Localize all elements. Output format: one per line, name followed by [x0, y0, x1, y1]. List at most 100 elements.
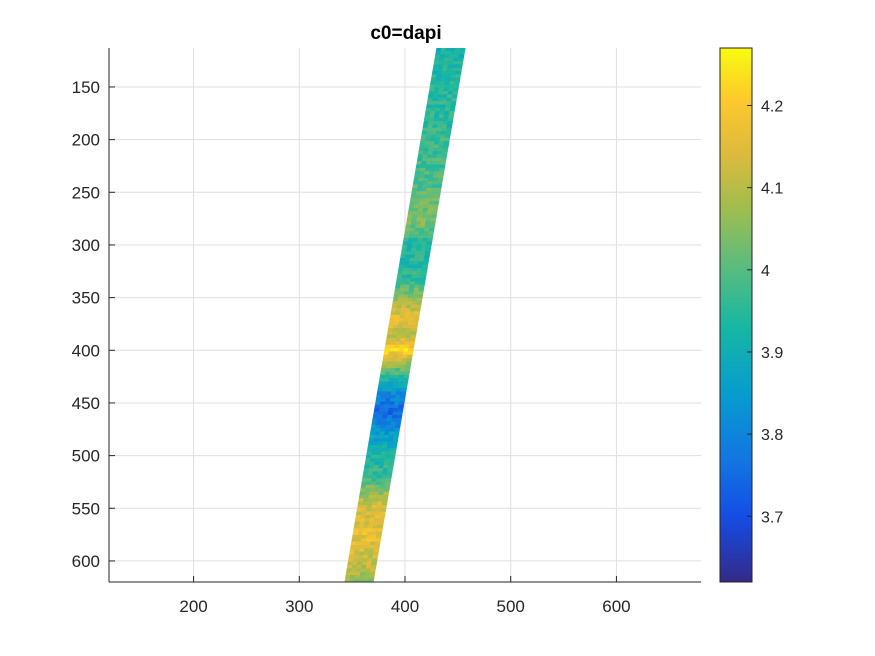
strip-cell	[407, 321, 414, 326]
strip-cell	[369, 514, 376, 519]
strip-cell	[359, 544, 366, 549]
strip-cell	[385, 394, 392, 399]
y-tick-label: 500	[72, 447, 100, 466]
strip-cell	[414, 201, 421, 206]
strip-cell	[377, 494, 384, 499]
strip-cell	[436, 154, 443, 159]
strip-cell	[413, 177, 420, 182]
strip-cell	[445, 131, 452, 136]
strip-cell	[404, 231, 411, 236]
strip-cell	[414, 254, 421, 259]
y-tick-label: 350	[72, 289, 100, 308]
strip-cell	[392, 328, 399, 332]
strip-cell	[433, 144, 440, 149]
strip-cell	[443, 87, 450, 92]
strip-cell	[393, 378, 400, 383]
y-tick-label: 550	[72, 499, 100, 518]
strip-cell	[413, 314, 420, 319]
colorbar-tick-label: 4.2	[761, 99, 783, 116]
strip-cell	[445, 127, 452, 132]
strip-cell	[390, 368, 397, 373]
strip-cell	[364, 488, 371, 493]
strip-cell	[449, 104, 456, 109]
strip-cell	[419, 141, 426, 146]
strip-cell	[371, 418, 379, 423]
strip-cell	[412, 267, 419, 272]
strip-cell	[361, 504, 368, 509]
strip-cell	[388, 348, 395, 353]
strip-cell	[446, 124, 453, 129]
strip-cell	[379, 454, 386, 459]
strip-cell	[379, 404, 386, 409]
strip-cell	[423, 227, 430, 232]
strip-cell	[436, 184, 443, 189]
strip-cell	[431, 71, 438, 75]
strip-cell	[419, 171, 426, 176]
strip-cell	[435, 187, 442, 192]
strip-cell	[380, 508, 387, 513]
strip-cell	[376, 394, 383, 399]
strip-cell	[406, 247, 413, 252]
strip-cell	[403, 234, 410, 239]
strip-cell	[372, 551, 379, 556]
strip-cell	[425, 217, 432, 222]
strip-cell	[425, 137, 432, 142]
x-tick-label: 400	[391, 597, 419, 616]
strip-cell	[408, 261, 415, 266]
strip-cell	[386, 388, 393, 393]
strip-cell	[415, 301, 422, 306]
strip-cell	[439, 54, 446, 59]
strip-cell	[438, 144, 445, 149]
strip-cell	[414, 284, 421, 289]
strip-cell	[406, 274, 413, 279]
strip-cell	[359, 491, 366, 496]
strip-cell	[369, 544, 376, 549]
strip-cell	[383, 408, 390, 413]
strip-cell	[377, 521, 384, 526]
strip-cell	[404, 364, 412, 369]
strip-cell	[454, 74, 462, 79]
strip-cell	[426, 211, 433, 216]
strip-cell	[407, 264, 414, 269]
strip-cell	[398, 291, 405, 296]
strip-cell	[384, 374, 391, 379]
strip-cell	[444, 137, 451, 142]
strip-cell	[375, 538, 382, 543]
strip-cell	[438, 87, 445, 92]
strip-cell	[394, 287, 401, 292]
strip-cell	[350, 568, 357, 573]
strip-cell	[404, 284, 411, 289]
strip-cell	[450, 97, 457, 102]
strip-cell	[397, 378, 404, 383]
strip-cell	[377, 411, 384, 416]
strip-cell	[409, 257, 416, 262]
strip-cell	[375, 428, 382, 433]
strip-cell	[360, 484, 367, 489]
strip-cell	[371, 561, 378, 566]
strip-cell	[413, 287, 420, 292]
strip-cell	[400, 364, 407, 369]
strip-cell	[420, 134, 427, 139]
strip-cell	[367, 501, 374, 506]
strip-cell	[376, 444, 383, 449]
strip-cell	[437, 64, 444, 69]
strip-cell	[390, 448, 397, 453]
strip-cell	[435, 104, 442, 109]
strip-cell	[454, 51, 461, 55]
strip-cell	[418, 201, 425, 206]
strip-cell	[366, 474, 374, 479]
strip-cell	[369, 434, 376, 439]
strip-cell	[357, 558, 364, 563]
strip-cell	[371, 501, 378, 506]
strip-cell	[429, 167, 436, 172]
strip-cell	[401, 328, 408, 332]
strip-cell	[369, 458, 376, 463]
strip-cell	[437, 147, 444, 152]
strip-cell	[440, 104, 447, 109]
strip-cell	[384, 398, 391, 403]
strip-cell	[367, 498, 374, 503]
strip-cell	[416, 298, 423, 302]
strip-cell	[395, 334, 402, 339]
strip-cell	[449, 51, 456, 55]
strip-cell	[355, 514, 362, 519]
